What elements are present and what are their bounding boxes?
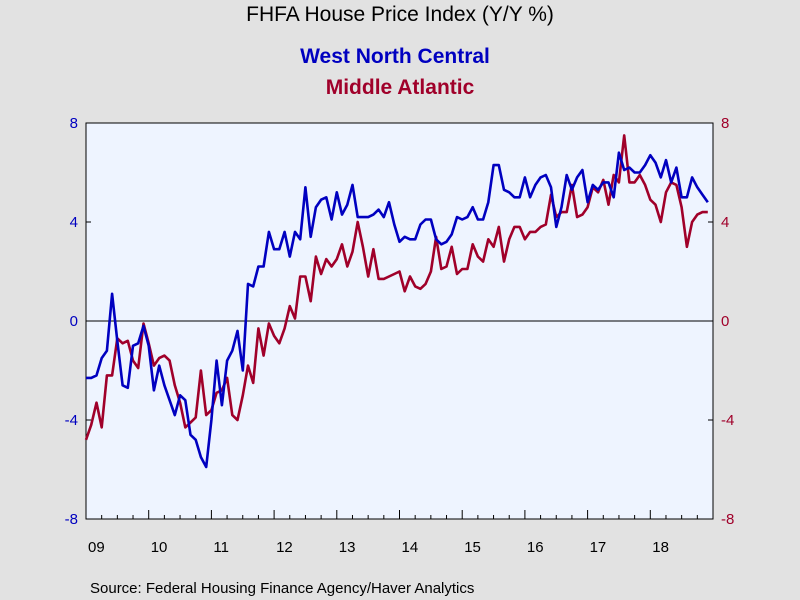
x-tick-label: 10 <box>151 539 168 556</box>
x-tick-label: 12 <box>276 539 293 556</box>
x-tick-label: 17 <box>590 539 607 556</box>
right-axis: 8 4 0 -4 -8 <box>708 115 734 528</box>
x-tick-label: 11 <box>213 539 229 556</box>
x-tick-label: 14 <box>402 539 419 556</box>
x-tick-label: 15 <box>464 539 481 556</box>
series-title-west-north-central: West North Central <box>300 45 490 68</box>
left-tick-label: 8 <box>70 115 78 132</box>
left-tick-label: -4 <box>65 412 78 429</box>
chart-title: FHFA House Price Index (Y/Y %) <box>246 3 554 26</box>
series-title-middle-atlantic: Middle Atlantic <box>326 76 475 99</box>
series-lines <box>84 134 713 469</box>
right-tick-label: 4 <box>721 214 729 231</box>
source-note: Source: Federal Housing Finance Agency/H… <box>90 580 474 597</box>
right-tick-label: 0 <box>721 313 729 330</box>
left-tick-label: -8 <box>65 511 78 528</box>
x-tick-label: 16 <box>527 539 544 556</box>
right-tick-label: 8 <box>721 115 729 132</box>
x-tick-label: 18 <box>652 539 669 556</box>
left-tick-label: 0 <box>70 313 78 330</box>
x-tick-label: 09 <box>88 539 105 556</box>
series-line-west-north-central <box>86 151 709 469</box>
right-tick-label: -4 <box>721 412 734 429</box>
left-tick-label: 4 <box>70 214 78 231</box>
x-axis: 09 10 11 12 13 14 15 16 17 18 <box>85 510 714 556</box>
x-tick-label: 13 <box>339 539 356 556</box>
left-axis: 8 4 0 -4 -8 <box>65 115 91 528</box>
right-tick-label: -8 <box>721 511 734 528</box>
